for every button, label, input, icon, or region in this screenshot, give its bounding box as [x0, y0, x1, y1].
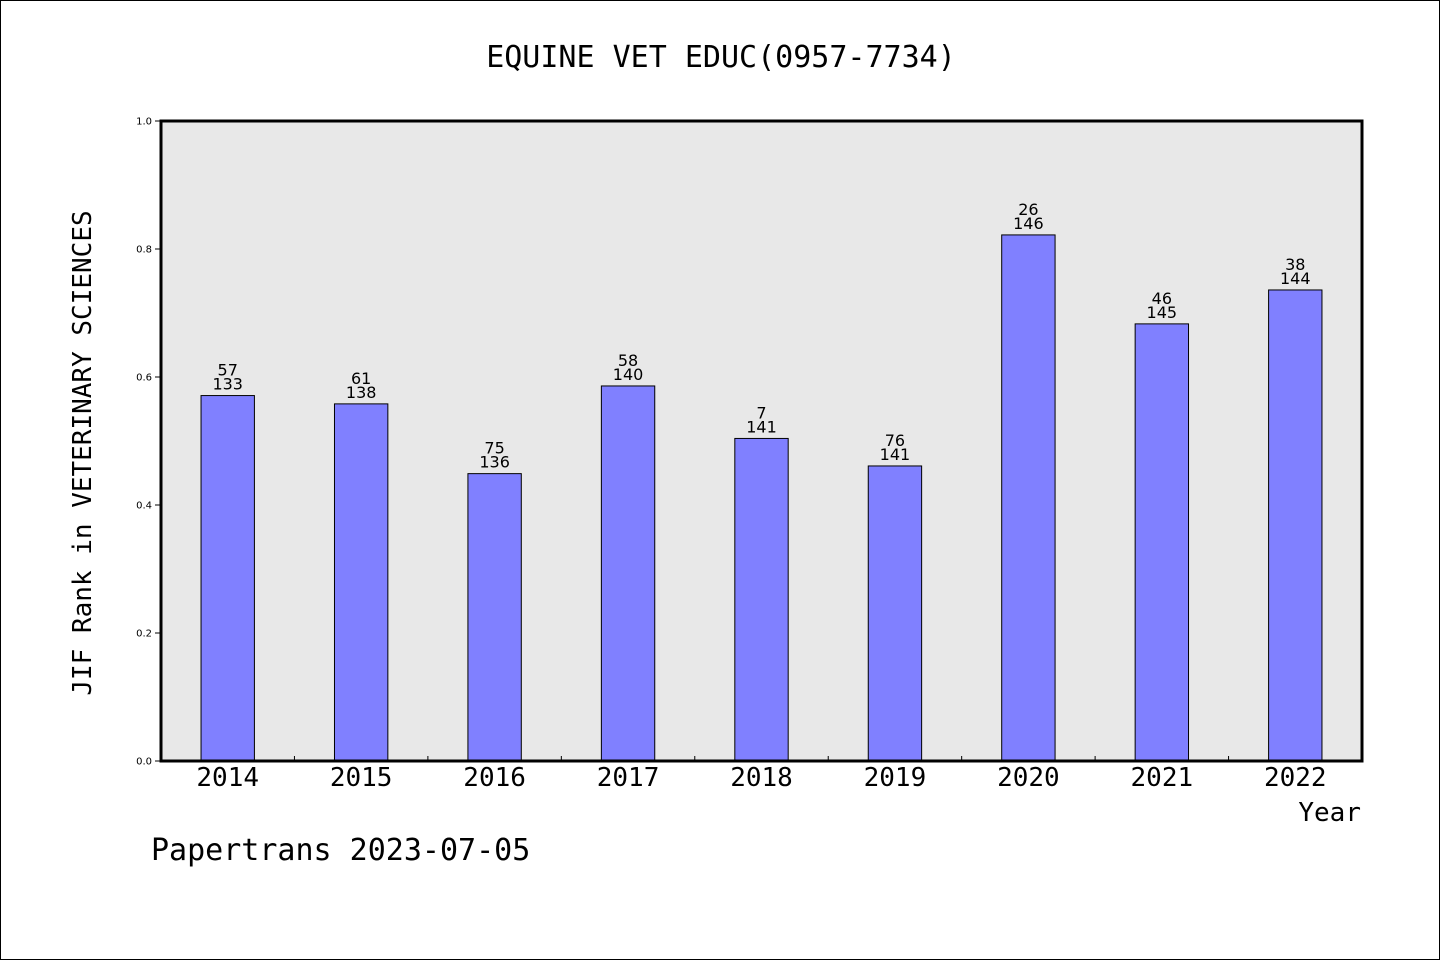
bar-rank-label-2017: 58 [618, 351, 638, 370]
y-tick-label: 0.8 [136, 245, 152, 256]
bar-total-label-2018: 141 [746, 417, 777, 436]
bar-rank-label-2021: 46 [1152, 289, 1172, 308]
bar-2022 [1268, 289, 1323, 762]
x-tick-label-2021: 2021 [1131, 763, 1194, 793]
bar-2020 [1001, 234, 1056, 762]
bar-2017 [600, 385, 656, 762]
bar-rank-label-2019: 76 [885, 431, 905, 450]
x-tick-label-2014: 2014 [196, 763, 259, 793]
x-tick-label-2019: 2019 [864, 763, 927, 793]
x-axis-label: Year [1298, 798, 1361, 828]
y-tick-label: 0.0 [136, 757, 152, 768]
x-tick-label-2015: 2015 [330, 763, 393, 793]
x-tick-label-2020: 2020 [997, 763, 1060, 793]
bar-rank-label-2022: 38 [1285, 255, 1305, 274]
bar-total-label-2017: 140 [613, 365, 644, 384]
x-tick-label-2016: 2016 [463, 763, 526, 793]
bar-2016 [467, 473, 522, 762]
bar-rank-label-2016: 75 [484, 439, 504, 458]
bar-2015 [333, 403, 389, 762]
bar-rank-label-2014: 57 [218, 361, 238, 380]
x-axis: 2014 2015 2016 2017 2018 2019 2020 2021 2022 [196, 756, 1327, 793]
bar-2021 [1134, 323, 1190, 762]
bar-total-label-2021: 145 [1147, 303, 1178, 322]
y-axis: 0.0 0.2 0.4 0.6 0.8 1.0 [136, 117, 161, 768]
bar-2018 [734, 437, 789, 762]
plot-border [159, 119, 1364, 763]
y-tick-label: 0.2 [136, 629, 152, 640]
y-tick-label: 0.4 [136, 501, 152, 512]
y-tick-label: 1.0 [136, 117, 152, 128]
bar-2014 [200, 395, 255, 762]
x-tick-label-2018: 2018 [730, 763, 793, 793]
bar-total-label-2015: 138 [346, 383, 377, 402]
watermark: Papertrans 2023-07-05 [151, 833, 531, 868]
y-tick-label: 0.6 [136, 373, 152, 384]
bar-rank-label-2015: 61 [351, 369, 371, 388]
y-axis-label: JIF Rank in VETERINARY SCIENCES [68, 210, 98, 695]
x-tick-label-2017: 2017 [597, 763, 660, 793]
bar-total-label-2019: 141 [880, 445, 911, 464]
bar-2019 [867, 465, 923, 762]
bars-layer [200, 234, 1323, 762]
bar-total-label-2022: 144 [1280, 269, 1311, 288]
bar-rank-label-2018: 7 [756, 403, 766, 422]
bar-total-label-2016: 136 [479, 453, 510, 472]
bar-rank-label-2020: 26 [1018, 200, 1038, 219]
chart-title: EQUINE VET EDUC(0957-7734) [486, 40, 956, 75]
x-tick-label-2022: 2022 [1264, 763, 1327, 793]
bar-total-label-2020: 146 [1013, 214, 1044, 233]
bar-total-label-2014: 133 [212, 375, 243, 394]
